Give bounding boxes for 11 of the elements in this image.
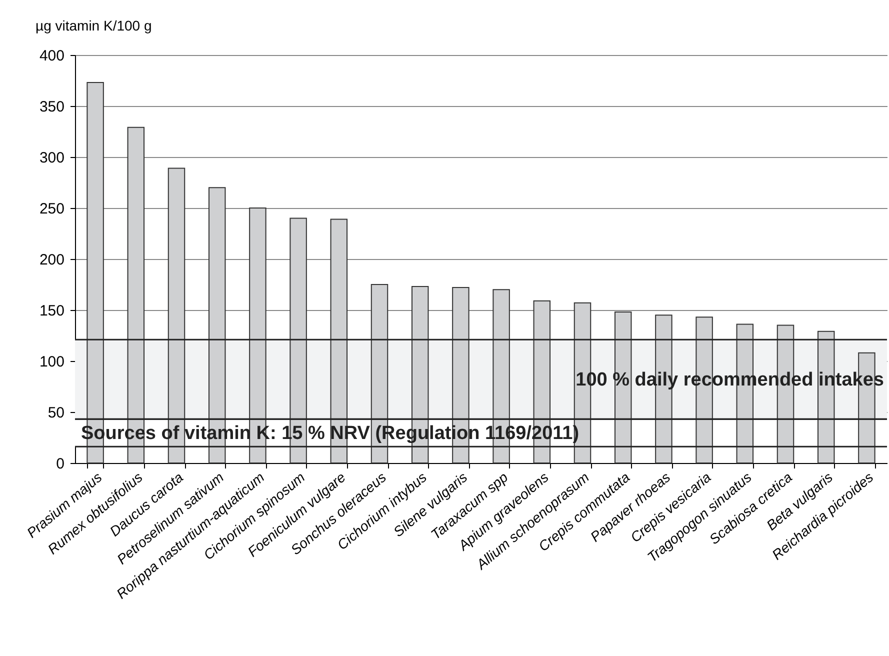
y-tick-label: 50 xyxy=(48,404,64,422)
y-tick-label: 300 xyxy=(39,150,64,166)
y-tick-label: 150 xyxy=(39,302,64,320)
bar xyxy=(614,312,632,464)
y-tick-label: 350 xyxy=(39,98,64,116)
y-tick-label: 100 xyxy=(39,354,64,370)
y-axis-title: µg vitamin K/100 g xyxy=(36,18,152,34)
y-tick-label: 0 xyxy=(56,456,64,472)
y-tick-label: 200 xyxy=(39,252,64,268)
y-tick-label: 250 xyxy=(39,200,64,218)
y-tick-label: 400 xyxy=(39,48,64,64)
